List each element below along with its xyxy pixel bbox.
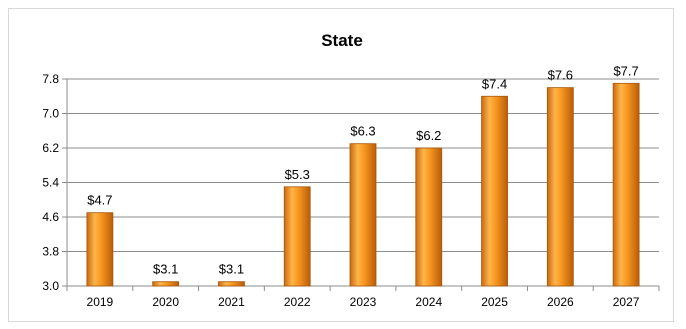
data-labels: $4.7 $3.1 $3.1 $5.3 $6.3 $6.2 $7.4 $7.6 $7.7 (87, 63, 639, 276)
data-label-2022: $5.3 (285, 167, 310, 182)
bar-2021 (218, 281, 245, 287)
bar-2019 (86, 212, 114, 287)
x-tick-label: 2024 (415, 295, 442, 309)
bar-2020 (152, 281, 180, 287)
data-label-2026: $7.6 (548, 68, 573, 83)
y-tick-label: 3.0 (42, 279, 59, 293)
bar-chart: State $4.7 $3.1 $3.1 $5.3 $6.3 $6.2 $7.4 $7.6 $7… (42, 31, 660, 309)
x-tick-label: 2021 (218, 295, 245, 309)
x-tick-label: 2019 (87, 295, 114, 309)
bar-2026 (546, 87, 574, 287)
data-label-2023: $6.3 (350, 124, 375, 139)
bar-2024 (415, 147, 443, 287)
x-tick-label: 2023 (350, 295, 377, 309)
chart-frame: State $4.7 $3.1 $3.1 $5.3 $6.3 $6.2 $7.4 $7.6 $7… (8, 8, 674, 322)
data-label-2020: $3.1 (153, 262, 178, 277)
x-axis-ticks: 2019 2020 2021 2022 2023 2024 2025 2026 2027 (87, 295, 640, 309)
y-axis-ticks: 3.0 3.8 4.6 5.4 6.2 7.0 7.8 (42, 72, 59, 293)
x-tick-label: 2022 (284, 295, 311, 309)
bar-2027 (612, 82, 640, 287)
data-label-2024: $6.2 (416, 128, 441, 143)
y-tick-label: 7.0 (42, 107, 59, 121)
y-tick-label: 5.4 (42, 176, 59, 190)
chart-title: State (321, 31, 363, 50)
data-label-2027: $7.7 (613, 63, 638, 78)
y-tick-label: 6.2 (42, 141, 59, 155)
bar-2022 (283, 186, 311, 287)
data-label-2021: $3.1 (219, 262, 244, 277)
y-tick-label: 7.8 (42, 72, 59, 86)
data-label-2025: $7.4 (482, 76, 507, 91)
y-tick-label: 3.8 (42, 245, 59, 259)
bar-2025 (481, 95, 508, 287)
data-label-2019: $4.7 (87, 193, 112, 208)
bars (86, 82, 640, 287)
x-tick-label: 2025 (481, 295, 508, 309)
x-tick-label: 2026 (547, 295, 574, 309)
bar-2023 (349, 143, 377, 287)
y-tick-label: 4.6 (42, 210, 59, 224)
x-tick-label: 2027 (613, 295, 640, 309)
x-tick-label: 2020 (152, 295, 179, 309)
